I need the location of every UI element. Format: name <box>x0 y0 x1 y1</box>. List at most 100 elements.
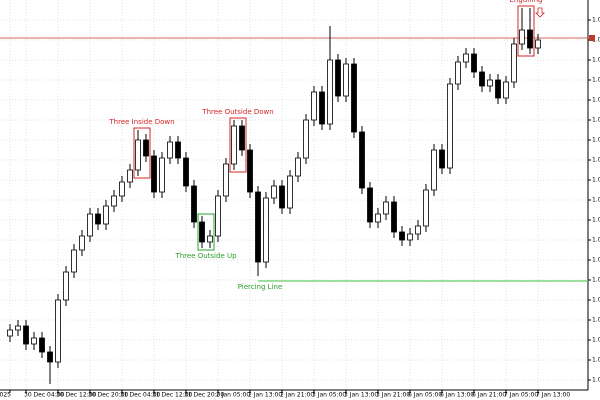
y-tick-label: 1.0330 <box>592 257 600 264</box>
candle-body <box>175 141 181 159</box>
y-tick-label: 1.0380 <box>592 157 600 164</box>
annotation: Piercing Line <box>238 283 283 291</box>
candle-body <box>167 141 173 159</box>
candle-body <box>239 125 245 151</box>
candle-body <box>215 195 221 237</box>
candle-body <box>319 91 325 125</box>
y-tick-label: 1.0350 <box>592 217 600 224</box>
candle-body <box>39 337 45 353</box>
y-tick-label: 1.0410 <box>592 97 600 104</box>
candle-body <box>327 59 333 125</box>
candle-body <box>119 181 125 197</box>
candle-body <box>463 53 469 63</box>
x-tick-label: 6 Jan 05:00 <box>408 392 442 399</box>
candle-body <box>399 231 405 241</box>
candle-body <box>423 189 429 227</box>
candle-body <box>7 329 13 337</box>
candle-body <box>535 39 541 49</box>
candle-body <box>367 187 373 223</box>
annotation: Three Outside Up <box>174 252 237 260</box>
candle-body <box>439 149 445 169</box>
candle-body <box>511 43 517 83</box>
y-tick-label: 1.0290 <box>592 337 600 344</box>
x-tick-label: 3 Jan 21:00 <box>376 392 410 399</box>
y-tick-label: 1.0400 <box>592 117 600 124</box>
candle-body <box>231 125 237 165</box>
candle-body <box>47 351 53 363</box>
pattern-box <box>133 127 151 179</box>
x-tick-label: 7 Jan 05:00 <box>504 392 538 399</box>
candle-body <box>495 79 501 99</box>
y-tick-label: 1.0430 <box>592 57 600 64</box>
candle-body <box>263 197 269 263</box>
candle-body <box>519 29 525 45</box>
candle-body <box>207 235 213 243</box>
y-tick-label: 1.0320 <box>592 277 600 284</box>
x-tick-label: 2 Jan 13:00 <box>248 392 282 399</box>
x-tick-label: 30 Dec 04:00 <box>24 392 65 399</box>
candle-body <box>359 131 365 189</box>
y-tick-label: 1.0450 <box>592 17 600 24</box>
candle-body <box>151 155 157 193</box>
candle-body <box>471 53 477 73</box>
y-tick-label: 1.0270 <box>592 377 600 384</box>
y-tick-label: 1.0300 <box>592 317 600 324</box>
candle-body <box>479 71 485 87</box>
x-tick-label: 31 Dec 04:00 <box>120 392 161 399</box>
x-tick-label: 6 Jan 21:00 <box>472 392 506 399</box>
candle-body <box>247 149 253 193</box>
candle-body <box>455 61 461 85</box>
candle-body <box>527 29 533 49</box>
candle-body <box>351 63 357 133</box>
y-tick-label: 1.0360 <box>592 197 600 204</box>
pattern-box <box>229 117 247 173</box>
x-tick-label: 2 Jan 05:00 <box>216 392 250 399</box>
candle-body <box>23 325 29 345</box>
candle-body <box>183 157 189 187</box>
candle-body <box>127 169 133 183</box>
pattern-box <box>197 213 215 251</box>
x-tick-label: 31 Dec 12:00 <box>152 392 193 399</box>
x-tick-label: 3 Jan 05:00 <box>312 392 346 399</box>
x-tick-label: 2025 <box>0 392 11 399</box>
candle-body <box>199 221 205 243</box>
x-tick-label: 6 Jan 13:00 <box>440 392 474 399</box>
y-tick-label: 1.0310 <box>592 297 600 304</box>
candle-body <box>503 81 509 99</box>
candle-body <box>375 213 381 223</box>
candle-body <box>95 213 101 225</box>
candle-body <box>343 63 349 97</box>
x-tick-label: 3 Jan 13:00 <box>344 392 378 399</box>
candle-body <box>31 337 37 345</box>
candle-body <box>15 325 21 331</box>
annotation: Three Outside Down <box>201 108 273 116</box>
y-tick-label: 1.0420 <box>592 77 600 84</box>
annotation: Engulfing <box>510 0 543 4</box>
candle-body <box>271 185 277 199</box>
x-tick-label: 31 Dec 20:00 <box>184 392 225 399</box>
candle-body <box>415 225 421 235</box>
y-tick-label: 1.0340 <box>592 237 600 244</box>
annotation: Three Inside Down <box>108 118 174 126</box>
x-tick-label: 7 Jan 13:00 <box>536 392 570 399</box>
candle-body <box>431 149 437 191</box>
candle-body <box>311 91 317 121</box>
candle-body <box>487 79 493 87</box>
candle-body <box>135 139 141 171</box>
candle-body <box>383 201 389 215</box>
candle-body <box>287 175 293 209</box>
candle-body <box>87 213 93 237</box>
candle-body <box>143 139 149 157</box>
x-tick-label: 2 Jan 21:00 <box>280 392 314 399</box>
candle-body <box>391 201 397 233</box>
candle-body <box>335 59 341 97</box>
arrow <box>535 7 545 18</box>
x-tick-label: 30 Dec 20:00 <box>88 392 129 399</box>
candle-body <box>407 233 413 241</box>
candle-body <box>55 299 61 363</box>
candle-body <box>71 249 77 273</box>
y-tick-label: 1.0280 <box>592 357 600 364</box>
candle-body <box>79 235 85 251</box>
y-tick-label: 1.0440 <box>592 37 600 44</box>
